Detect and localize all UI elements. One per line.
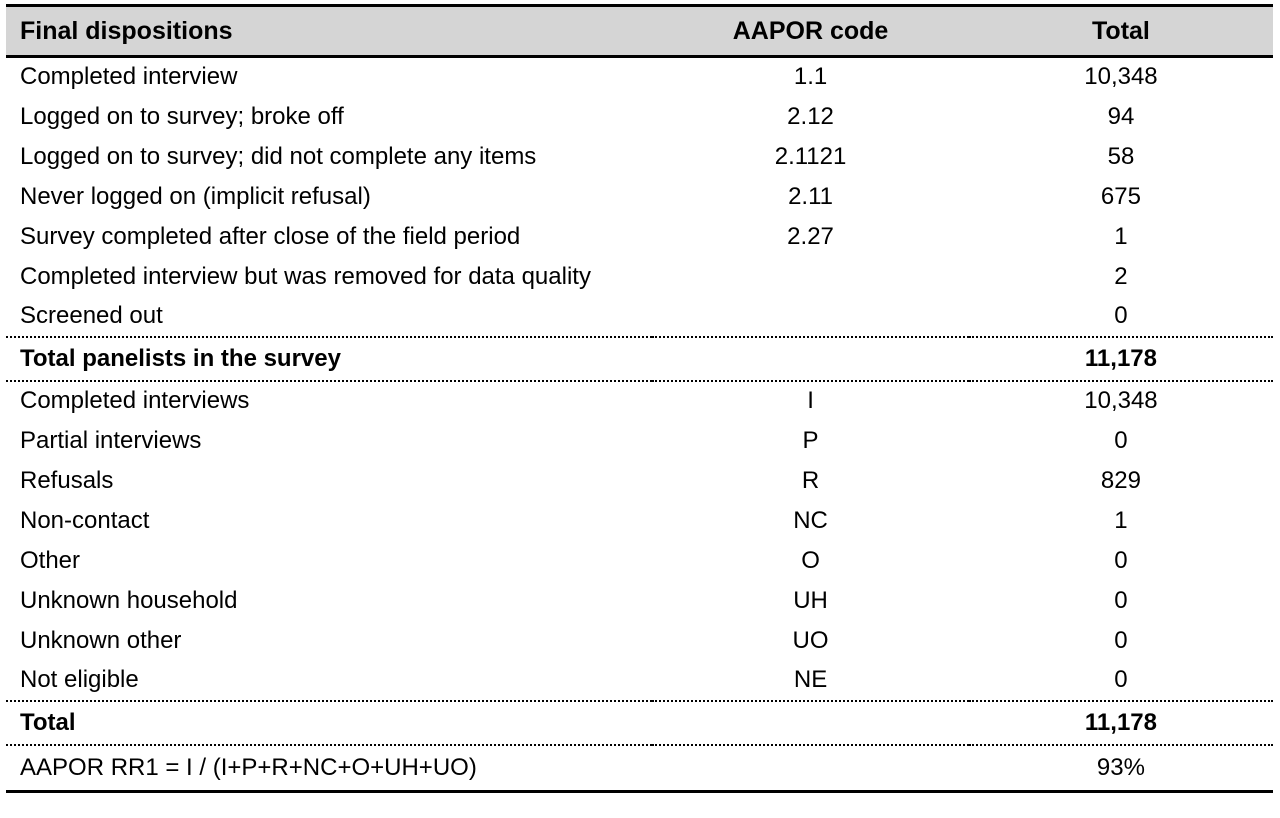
response-rate-value: 93% bbox=[1096, 753, 1145, 781]
disposition-label: Other bbox=[20, 546, 81, 574]
aapor-code-value bbox=[652, 745, 969, 792]
total-value: 829 bbox=[1100, 466, 1141, 494]
disposition-label: Partial interviews bbox=[20, 426, 202, 454]
total-value: 0 bbox=[1114, 546, 1128, 574]
aapor-code-value: R bbox=[801, 466, 820, 494]
table-row: Never logged on (implicit refusal) 2.11 … bbox=[6, 177, 1273, 217]
total-value: 1 bbox=[1114, 222, 1128, 250]
response-rate-formula: AAPOR RR1 = I / (I+P+R+NC+O+UH+UO) bbox=[20, 753, 477, 781]
table-row: Not eligible NE 0 bbox=[6, 661, 1273, 701]
disposition-label: Non-contact bbox=[20, 506, 150, 534]
aapor-code-value: O bbox=[801, 546, 820, 574]
summary-total-value: 11,178 bbox=[968, 335, 1273, 382]
disposition-label: Screened out bbox=[20, 302, 163, 329]
table-row: Logged on to survey; did not complete an… bbox=[6, 137, 1273, 177]
disposition-label: Survey completed after close of the fiel… bbox=[20, 222, 521, 250]
table-row: Completed interviews I 10,348 bbox=[6, 381, 1273, 421]
aapor-code-value: 2.12 bbox=[787, 102, 834, 130]
disposition-label: Never logged on (implicit refusal) bbox=[20, 182, 371, 210]
total-value: 0 bbox=[1114, 586, 1128, 614]
total-value: 10,348 bbox=[1084, 63, 1158, 91]
aapor-code-value: NE bbox=[793, 666, 828, 693]
summary-row-total-panelists: Total panelists in the survey 11,178 bbox=[6, 335, 1273, 382]
table-row: Other O 0 bbox=[6, 541, 1273, 581]
aapor-code-value bbox=[652, 297, 969, 337]
summary-label: Total bbox=[6, 699, 653, 746]
total-value: 0 bbox=[1114, 666, 1128, 693]
total-value: 94 bbox=[1107, 102, 1135, 130]
column-header-total: Total bbox=[968, 5, 1273, 58]
table-header: Final dispositions AAPOR code Total bbox=[6, 5, 1273, 58]
disposition-label: Refusals bbox=[20, 466, 114, 494]
response-rate-row: AAPOR RR1 = I / (I+P+R+NC+O+UH+UO) 93% bbox=[6, 745, 1273, 792]
table-row: Logged on to survey; broke off 2.12 94 bbox=[6, 97, 1273, 137]
column-header-aapor-code: AAPOR code bbox=[652, 5, 969, 58]
aapor-code-value: 2.11 bbox=[788, 182, 833, 210]
final-dispositions-table: Final dispositions AAPOR code Total Comp… bbox=[6, 4, 1273, 793]
aapor-code-value: I bbox=[807, 387, 814, 414]
disposition-label: Completed interviews bbox=[20, 387, 250, 414]
disposition-label: Logged on to survey; did not complete an… bbox=[20, 142, 537, 170]
aapor-code-value bbox=[652, 257, 969, 297]
table-row: Partial interviews P 0 bbox=[6, 421, 1273, 461]
total-value: 0 bbox=[1114, 302, 1128, 329]
table-row: Refusals R 829 bbox=[6, 461, 1273, 501]
table-row: Completed interview 1.1 10,348 bbox=[6, 57, 1273, 97]
table-row: Unknown other UO 0 bbox=[6, 621, 1273, 661]
table-row: Completed interview but was removed for … bbox=[6, 257, 1273, 297]
total-value: 58 bbox=[1107, 142, 1135, 170]
table-row: Non-contact NC 1 bbox=[6, 501, 1273, 541]
aapor-code-value bbox=[652, 335, 969, 382]
aapor-code-value: 2.1121 bbox=[774, 142, 847, 170]
aapor-code-value: 1.1 bbox=[793, 63, 828, 91]
table-row: Unknown household UH 0 bbox=[6, 581, 1273, 621]
header-row: Final dispositions AAPOR code Total bbox=[6, 5, 1273, 58]
aapor-code-value: P bbox=[802, 426, 819, 454]
aapor-code-value: 2.27 bbox=[787, 222, 834, 250]
total-value: 10,348 bbox=[1084, 387, 1158, 414]
table-row: Survey completed after close of the fiel… bbox=[6, 217, 1273, 257]
disposition-label: Unknown household bbox=[20, 586, 238, 614]
column-header-final-dispositions: Final dispositions bbox=[6, 5, 653, 58]
disposition-label: Logged on to survey; broke off bbox=[20, 102, 344, 130]
total-value: 0 bbox=[1114, 426, 1128, 454]
aapor-code-value: NC bbox=[793, 506, 828, 534]
disposition-label: Completed interview but was removed for … bbox=[20, 262, 591, 290]
table-row: Screened out 0 bbox=[6, 297, 1273, 337]
summary-label: Total panelists in the survey bbox=[6, 335, 653, 382]
total-value: 1 bbox=[1114, 506, 1128, 534]
summary-total-value: 11,178 bbox=[968, 699, 1273, 746]
disposition-label: Completed interview bbox=[20, 63, 238, 91]
aapor-code-value bbox=[652, 699, 969, 746]
disposition-label: Unknown other bbox=[20, 626, 182, 654]
total-value: 675 bbox=[1100, 182, 1141, 210]
aapor-code-value: UO bbox=[792, 626, 829, 654]
aapor-code-value: UH bbox=[793, 586, 828, 614]
disposition-label: Not eligible bbox=[20, 666, 139, 693]
total-value: 2 bbox=[1114, 262, 1128, 290]
summary-row-total: Total 11,178 bbox=[6, 699, 1273, 746]
total-value: 0 bbox=[1114, 626, 1128, 654]
